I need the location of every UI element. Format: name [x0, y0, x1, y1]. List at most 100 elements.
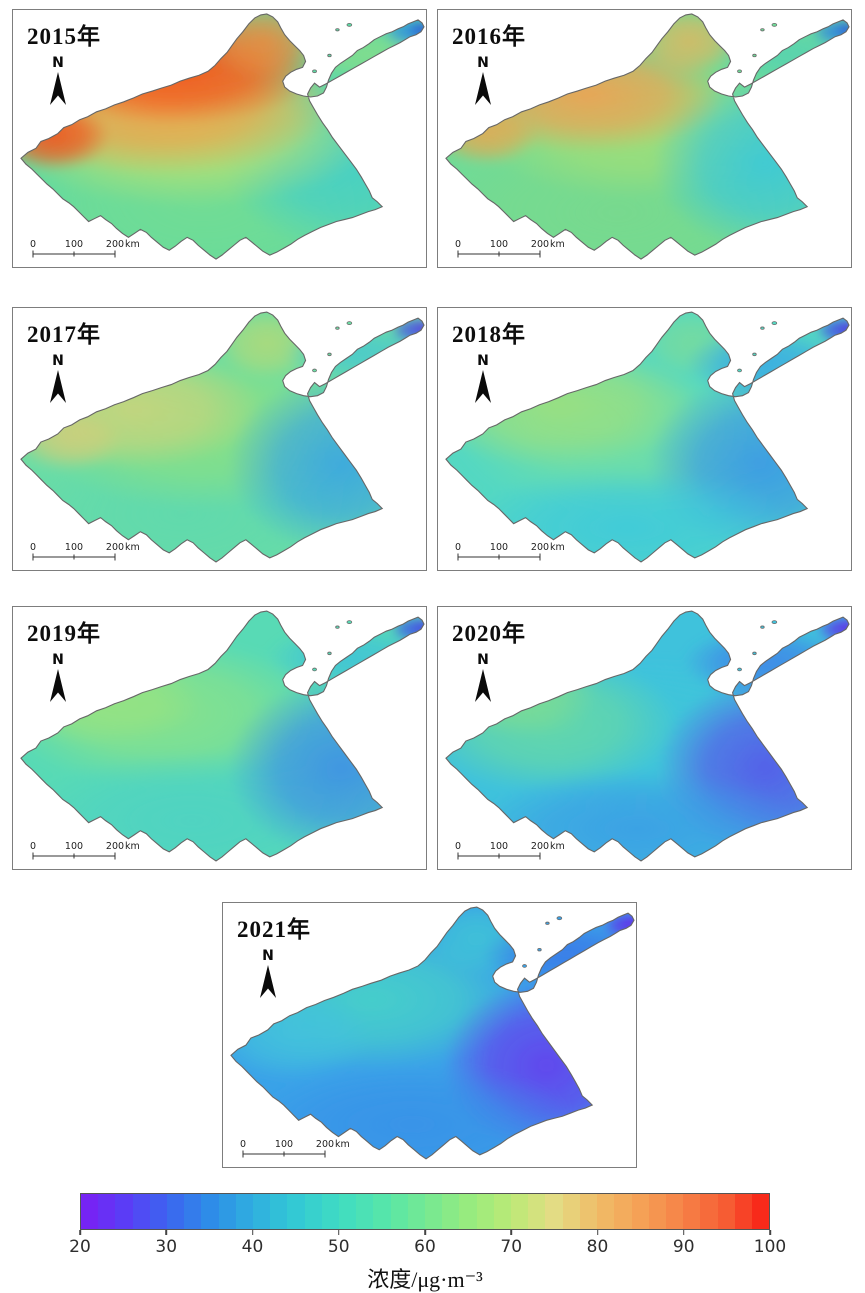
map-panel-2019: 2019年 N 0 100 200 km: [12, 606, 427, 870]
svg-text:100: 100: [65, 542, 83, 553]
svg-text:100: 100: [490, 542, 508, 553]
north-arrow: N: [43, 653, 73, 704]
island: [752, 53, 757, 58]
colorbar-segment: [683, 1194, 701, 1229]
colorbar-segment: [665, 1194, 684, 1229]
colorbar-tick-label: 30: [155, 1237, 178, 1257]
colorbar-segment: [321, 1194, 340, 1229]
colorbar-tick-label: 40: [241, 1237, 264, 1257]
island: [771, 22, 778, 27]
colorbar-tick: [337, 1230, 340, 1235]
island: [556, 916, 563, 921]
colorbar-tick: [769, 1230, 771, 1235]
island: [312, 69, 317, 74]
svg-text:km: km: [550, 239, 565, 250]
island: [760, 326, 765, 330]
colorbar-tick: [165, 1230, 168, 1235]
svg-text:200: 200: [531, 239, 549, 250]
svg-text:100: 100: [65, 841, 83, 852]
year-label-2018: 2018年: [452, 322, 526, 347]
colorbar-tick-label: 60: [414, 1237, 436, 1257]
north-arrow-icon: [260, 965, 276, 998]
island: [737, 69, 742, 74]
colorbar-tick: [596, 1230, 599, 1235]
colorbar-segment: [562, 1194, 580, 1229]
island: [327, 53, 332, 58]
colorbar-segment: [235, 1194, 254, 1229]
island: [737, 368, 742, 373]
year-label-2021: 2021年: [237, 917, 311, 942]
year-label-2019: 2019年: [27, 621, 101, 646]
svg-text:200: 200: [316, 1139, 334, 1150]
map-panel-2020: 2020年 N 0 100 200 km: [437, 606, 852, 870]
year-label-2015: 2015年: [27, 24, 101, 49]
colorbar-segment: [545, 1194, 563, 1229]
colorbar-segment: [493, 1194, 512, 1229]
svg-text:0: 0: [455, 239, 461, 250]
island: [346, 620, 353, 625]
island: [771, 321, 778, 326]
scale-bar: 0 100 200 km: [442, 540, 572, 568]
colorbar-segment: [115, 1194, 133, 1229]
colorbar-tick: [251, 1230, 254, 1235]
north-arrow-icon: [475, 370, 491, 403]
map-panel-2017: 2017年 N 0 100 200 km: [12, 307, 427, 571]
north-label: N: [477, 55, 489, 71]
colorbar: 20 30 40 50 60 70 80 90 100 浓度/μg·m⁻³: [69, 1193, 786, 1293]
island: [346, 22, 353, 27]
island: [760, 28, 765, 32]
north-label: N: [52, 353, 64, 369]
map-panel-2018: 2018年 N 0 100 200 km: [437, 307, 852, 571]
scale-bar-graphic: 0 100 200 km: [30, 841, 140, 860]
svg-text:km: km: [125, 542, 140, 553]
scale-bar: 0 100 200 km: [17, 540, 147, 568]
province-boundary: [445, 311, 850, 563]
north-arrow-icon: [50, 370, 66, 403]
colorbar-tick-label: 50: [327, 1237, 350, 1257]
colorbar-segment: [511, 1194, 529, 1229]
colorbar-segment: [132, 1194, 150, 1229]
province-boundary: [445, 610, 850, 862]
colorbar-segment: [407, 1194, 426, 1229]
colorbar-tick-label: 90: [672, 1237, 695, 1257]
north-label: N: [477, 353, 489, 369]
map-panel-2015: 2015年 N 0 100 200 km: [12, 9, 427, 268]
map-panel-2021: 2021年 N 0 100 200 km: [222, 902, 637, 1168]
colorbar-segment: [476, 1194, 494, 1229]
colorbar-tick: [682, 1230, 685, 1235]
province-boundary: [20, 311, 425, 563]
province-boundary: [445, 13, 850, 260]
map-2016: [445, 13, 850, 260]
island: [335, 625, 340, 629]
north-arrow: N: [468, 56, 498, 107]
svg-text:100: 100: [490, 841, 508, 852]
island: [537, 947, 542, 952]
colorbar-segment: [459, 1194, 477, 1229]
colorbar-tick-label: 20: [69, 1237, 91, 1257]
colorbar-axis: 20 30 40 50 60 70 80 90 100: [69, 1230, 786, 1260]
colorbar-segment: [184, 1194, 202, 1229]
island: [545, 921, 550, 925]
island: [771, 620, 778, 625]
colorbar-segment: [528, 1194, 546, 1229]
colorbar-segment: [270, 1194, 288, 1229]
scale-bar: 0 100 200 km: [442, 237, 572, 265]
island: [327, 352, 332, 357]
island: [760, 625, 765, 629]
map-2018: [445, 311, 850, 563]
province-boundary: [20, 13, 425, 260]
north-arrow: N: [253, 949, 283, 1000]
colorbar-segment: [579, 1194, 598, 1229]
svg-text:0: 0: [240, 1139, 246, 1150]
colorbar-segment: [201, 1194, 219, 1229]
svg-text:200: 200: [531, 542, 549, 553]
island: [752, 651, 757, 656]
colorbar-segment: [218, 1194, 236, 1229]
map-2021: [230, 906, 635, 1160]
svg-text:0: 0: [455, 542, 461, 553]
island: [335, 28, 340, 32]
colorbar-gradient: [80, 1193, 770, 1230]
colorbar-segment: [390, 1194, 408, 1229]
island: [327, 651, 332, 656]
year-label-2020: 2020年: [452, 621, 526, 646]
